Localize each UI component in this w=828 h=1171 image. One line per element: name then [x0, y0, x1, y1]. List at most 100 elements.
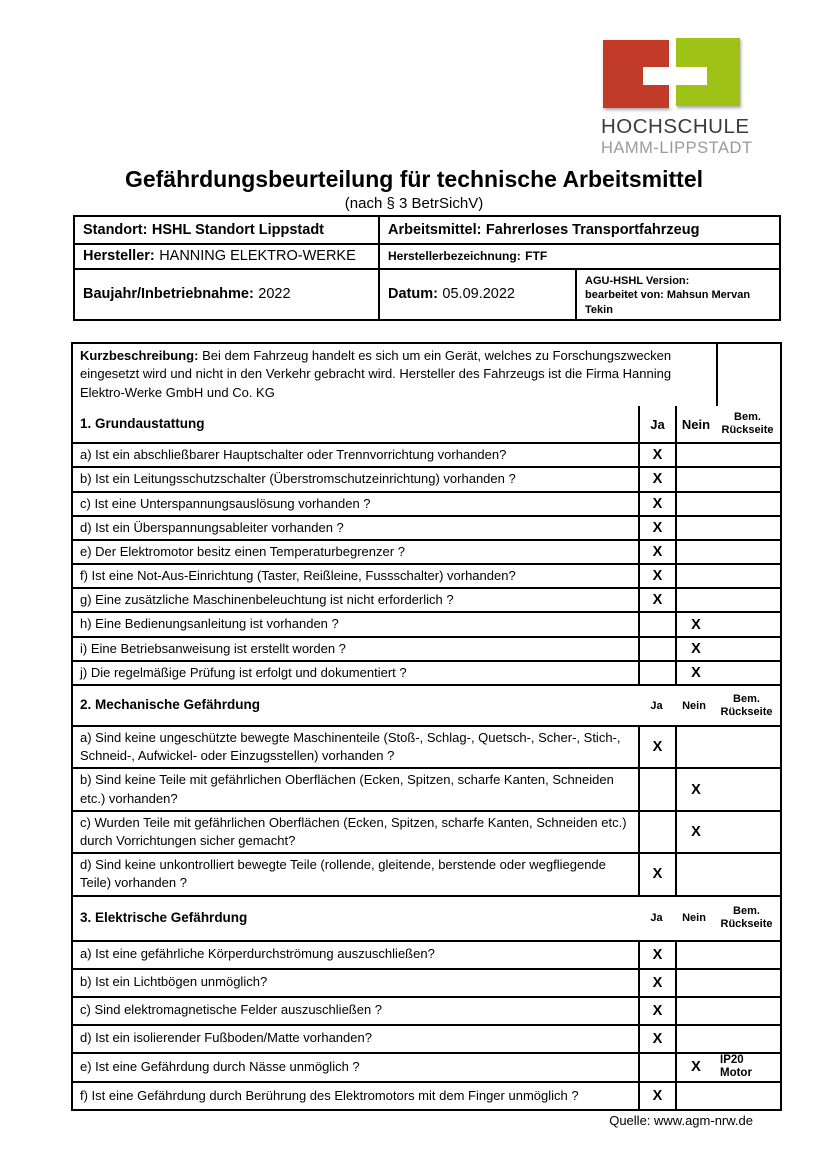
question-text: c) Wurden Teile mit gefährlichen Oberflä…: [80, 814, 627, 848]
nein-bem-cell: [675, 1025, 780, 1052]
question-text: c) Ist eine Unterspannungsauslösung vorh…: [80, 495, 371, 511]
baujahr-label: Baujahr/Inbetriebnahme:: [83, 286, 254, 303]
info-row-2: Hersteller: HANNING ELEKTRO-WERKE Herste…: [75, 242, 779, 268]
ja-answer-cell: X: [638, 854, 675, 895]
info-row-1: Standort: HSHL Standort Lippstadt Arbeit…: [75, 216, 779, 243]
nein-bem-cell: [675, 969, 780, 996]
column-header-nein-bem-cell: Nein Bem. Rückseite: [675, 897, 780, 940]
hersteller-value: HANNING ELEKTRO-WERKE: [159, 248, 356, 265]
nein-bem-cell: [675, 854, 780, 895]
nein-bem-cell: [675, 492, 780, 515]
nein-bem-cell: [675, 589, 780, 612]
question-text: h) Eine Bedienungsanleitung ist vorhande…: [80, 616, 339, 632]
kurzbeschreibung-label: Kurzbeschreibung:: [80, 347, 199, 363]
datum-cell: Datum: 05.09.2022: [378, 269, 575, 319]
nein-bem-cell: X: [675, 769, 780, 810]
datum-label: Datum:: [388, 286, 438, 303]
question-text: c) Sind elektromagnetische Felder auszus…: [80, 1002, 383, 1018]
question-row: c) Sind elektromagnetische Felder auszus…: [73, 995, 780, 1024]
section-title: 1. Grundaustattung: [80, 415, 205, 431]
nein-answer-cell: X: [691, 1059, 701, 1076]
question-row: c) Ist eine Unterspannungsauslösung vorh…: [73, 490, 780, 515]
ja-answer-cell: X: [638, 1083, 675, 1110]
column-header-ja-cell: Ja: [638, 686, 675, 725]
question-row: d) Sind keine unkontrolliert bewegte Tei…: [73, 852, 780, 895]
question-text: j) Die regelmäßige Prüfung ist erfolgt u…: [80, 664, 407, 680]
baujahr-value: 2022: [258, 286, 291, 303]
question-row: b) Sind keine Teile mit gefährlichen Obe…: [73, 767, 780, 810]
question-row: h) Eine Bedienungsanleitung ist vorhande…: [73, 611, 780, 636]
column-header-nein-bem-cell: Nein Bem. Rückseite: [675, 406, 780, 443]
standort-label: Standort:: [83, 221, 148, 238]
question-text: f) Ist eine Not-Aus-Einrichtung (Taster,…: [80, 568, 516, 584]
column-header-bem: Bem. Rückseite: [713, 905, 780, 930]
question-text: d) Ist ein Überspannungsableiter vorhand…: [80, 519, 344, 535]
assessment-rows: 1. Grundaustattung Ja Nein Bem. Rückseite a) …: [73, 406, 780, 1110]
ja-answer-cell: X: [638, 468, 675, 491]
kurzbeschreibung-text: Bei dem Fahrzeug handelt es sich um ein …: [80, 347, 672, 401]
column-header-nein: Nein: [682, 699, 706, 712]
page-title: Gefährdungsbeurteilung für technische Ar…: [124, 166, 704, 192]
column-header-nein: Nein: [682, 912, 706, 924]
agu-bearbeitet-von: bearbeitet von: Mahsun Mervan Tekin: [585, 289, 751, 317]
arbeitsmittel-label: Arbeitsmittel:: [388, 221, 482, 238]
section-title: 2. Mechanische Gefährdung: [80, 697, 261, 713]
kurzbeschreibung-cell: Kurzbeschreibung: Bei dem Fahrzeug hande…: [73, 344, 716, 407]
ja-answer-cell: [638, 811, 675, 853]
question-row: g) Eine zusätzliche Maschinenbeleuchtung…: [73, 587, 780, 612]
question-text: e) Der Elektromotor besitz einen Tempera…: [80, 543, 405, 559]
column-header-bem: Bem. Rückseite: [713, 693, 780, 718]
column-header-bem: Bem. Rückseite: [715, 411, 780, 436]
question-text: a) Ist eine gefährliche Körperdurchström…: [80, 946, 435, 962]
column-header-nein: Nein: [681, 416, 711, 432]
question-text: a) Ist ein abschließbarer Hauptschalter …: [80, 447, 507, 463]
question-row: d) Ist ein isolierender Fußboden/Matte v…: [73, 1023, 780, 1052]
ja-answer-cell: X: [638, 997, 675, 1024]
column-header-bem-line: Rückseite: [720, 705, 773, 718]
section-title: 3. Elektrische Gefährdung: [80, 909, 248, 925]
question-row: a) Ist ein abschließbarer Hauptschalter …: [73, 442, 780, 467]
info-row-3: Baujahr/Inbetriebnahme: 2022 Datum: 05.0…: [75, 267, 779, 319]
agu-version-label: AGU-HSHL Version:: [585, 274, 690, 287]
nein-bem-cell: [675, 727, 780, 768]
question-row: f) Ist eine Gefährdung durch Berührung d…: [73, 1081, 780, 1110]
baujahr-cell: Baujahr/Inbetriebnahme: 2022: [75, 270, 378, 319]
column-header-ja-cell: Ja: [638, 406, 675, 443]
agu-version-cell: AGU-HSHL Version: bearbeitet von: Mahsun…: [575, 269, 779, 319]
ja-answer-cell: X: [638, 540, 675, 564]
question-text: i) Eine Betriebsanweisung ist erstellt w…: [80, 640, 346, 656]
herstellerbezeichnung-value: FTF: [525, 249, 548, 264]
question-row: c) Wurden Teile mit gefährlichen Oberflä…: [73, 809, 780, 853]
ja-answer-cell: [638, 769, 675, 810]
nein-answer-cell: X: [691, 664, 701, 681]
herstellerbezeichnung-label: Herstellerbezeichnung:: [388, 249, 521, 264]
question-row: e) Ist eine Gefährdung durch Nässe unmög…: [73, 1051, 780, 1082]
nein-bem-cell: [675, 468, 780, 491]
ja-answer-cell: X: [638, 516, 675, 539]
arbeitsmittel-value: Fahrerloses Transportfahrzeug: [485, 221, 700, 238]
ja-answer-cell: X: [638, 492, 675, 515]
hersteller-cell: Hersteller: HANNING ELEKTRO-WERKE: [75, 245, 378, 268]
question-row: a) Ist eine gefährliche Körperdurchström…: [73, 939, 780, 968]
question-text: b) Ist ein Lichtbögen unmöglich?: [80, 974, 268, 990]
source-note: Quelle: www.agm-nrw.de: [609, 1113, 753, 1129]
standort-cell: Standort: HSHL Standort Lippstadt: [75, 217, 378, 243]
kurzbeschreibung-side-cell: [716, 343, 780, 407]
nein-bem-cell: X: [675, 661, 780, 684]
section-header: 2. Mechanische Gefährdung Ja Nein Bem. Rücks…: [73, 684, 780, 725]
ja-answer-cell: [638, 637, 675, 660]
ja-answer-cell: X: [638, 969, 675, 996]
nein-bem-cell: [675, 516, 780, 539]
question-text: g) Eine zusätzliche Maschinenbeleuchtung…: [80, 592, 454, 608]
standort-value: HSHL Standort Lippstadt: [151, 221, 325, 238]
section-header: 3. Elektrische Gefährdung Ja Nein Bem. Rücks…: [73, 894, 780, 940]
column-header-ja: Ja: [650, 416, 665, 432]
nein-bem-cell: [675, 997, 780, 1024]
info-table: Standort: HSHL Standort Lippstadt Arbeit…: [73, 214, 781, 321]
column-header-bem-line: Rückseite: [721, 424, 774, 437]
logo-text-hochschule: HOCHSCHULE: [601, 115, 750, 138]
nein-bem-cell: [675, 540, 780, 564]
question-text: e) Ist eine Gefährdung durch Nässe unmög…: [80, 1059, 360, 1075]
page-subtitle: (nach § 3 BetrSichV): [344, 194, 484, 212]
nein-answer-cell: X: [691, 616, 701, 633]
